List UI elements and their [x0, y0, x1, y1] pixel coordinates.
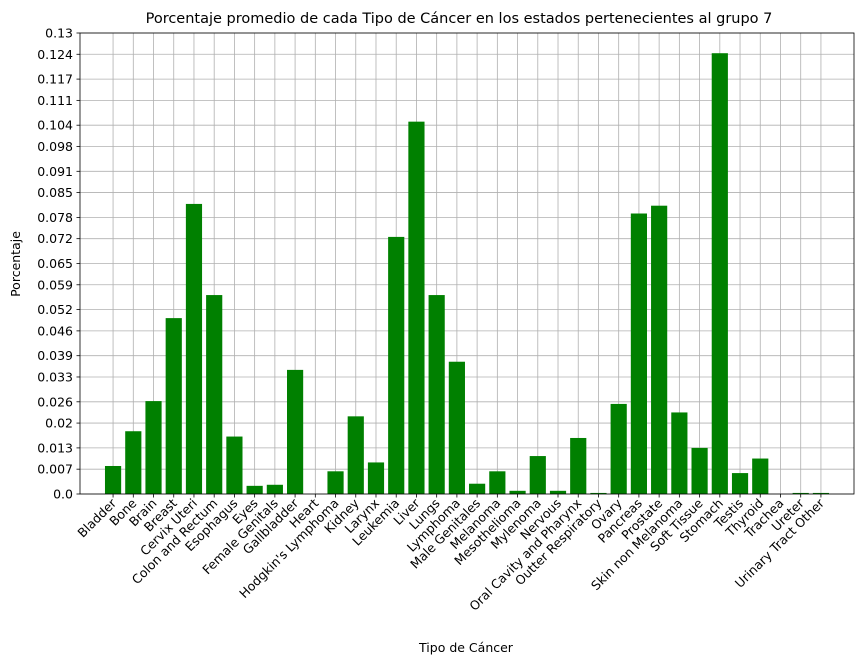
bar-gallbladder: [287, 369, 304, 494]
bar-breast: [165, 318, 182, 494]
y-tick-label: 0.059: [37, 277, 73, 292]
bar-ovary: [610, 403, 627, 494]
bar-colon-and-rectum: [206, 295, 223, 494]
bar-lymphoma: [448, 361, 465, 494]
y-tick-label: 0.0: [53, 487, 73, 502]
bar-lungs: [428, 295, 445, 494]
y-tick-label: 0.072: [37, 231, 73, 246]
bar-cervix-uteri: [185, 203, 203, 494]
bar-outter-respiratory: [590, 492, 607, 494]
bar-soft-tissue: [691, 447, 708, 494]
y-tick-label: 0.104: [37, 118, 73, 133]
bar-skin-non-melanoma: [671, 412, 688, 494]
bar-testis: [731, 473, 749, 494]
bar-esophagus: [226, 436, 243, 494]
y-tick-label: 0.124: [37, 47, 73, 62]
bar-mesothelioma: [509, 490, 526, 494]
chart-title: Porcentaje promedio de cada Tipo de Cánc…: [146, 11, 773, 27]
y-tick-label: 0.065: [37, 256, 73, 271]
bar-brain: [145, 401, 162, 494]
bar-kidney: [347, 416, 364, 494]
y-tick-label: 0.078: [37, 210, 73, 225]
bar-larynx: [367, 462, 385, 494]
y-tick-label: 0.098: [37, 139, 73, 154]
bar-stomach: [711, 53, 728, 495]
bars: [104, 53, 830, 495]
bar-bone: [125, 431, 142, 494]
y-tick-label: 0.091: [37, 164, 73, 179]
bar-oral-cavity-and-pharynx: [570, 437, 587, 494]
x-axis-label: Tipo de Cáncer: [418, 640, 514, 655]
bar-nervous: [549, 490, 567, 494]
bar-melanoma: [489, 471, 506, 494]
y-tick-label: 0.007: [37, 462, 73, 477]
y-tick-label: 0.013: [37, 440, 73, 455]
bar-male-genitales: [469, 483, 486, 494]
bar-prostate: [651, 205, 668, 494]
y-tick-label: 0.111: [37, 93, 73, 108]
bar-eyes: [246, 485, 263, 494]
y-tick-label: 0.033: [37, 369, 73, 384]
y-tick-label: 0.039: [37, 348, 73, 363]
y-tick-label: 0.02: [45, 416, 73, 431]
y-tick-label: 0.026: [37, 394, 73, 409]
bar-mylenoma: [529, 456, 546, 494]
y-tick-label: 0.085: [37, 185, 73, 200]
bar-leukemia: [388, 236, 405, 494]
bar-ureter: [792, 492, 809, 494]
bar-bladder: [104, 465, 122, 494]
y-tick-label: 0.046: [37, 323, 73, 338]
y-axis-ticks: 0.0 0.007 0.013 0.02 0.026 0.033 0.039 0.046 0.0…: [37, 26, 80, 502]
bar-hodgkin-s-lymphoma: [327, 471, 344, 494]
bar-thyroid: [752, 458, 769, 494]
bar-liver: [408, 121, 425, 495]
bar-urinary-tract-other: [812, 492, 830, 494]
bar-female-genitals: [266, 484, 283, 494]
y-tick-label: 0.13: [45, 26, 73, 41]
bar-pancreas: [630, 213, 647, 494]
y-axis-label: Porcentaje: [8, 231, 23, 297]
y-tick-label: 0.052: [37, 302, 73, 317]
y-tick-label: 0.117: [37, 72, 73, 87]
